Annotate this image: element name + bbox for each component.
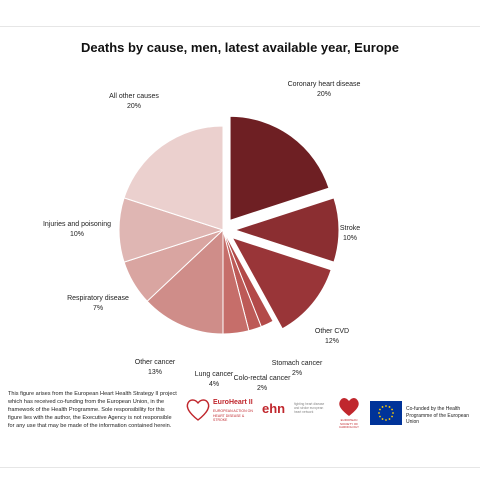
pie-slice-all-other-causes bbox=[123, 125, 224, 231]
slice-percent-label: 20% bbox=[127, 103, 141, 110]
eu-star bbox=[391, 415, 393, 418]
slice-label: Stroke bbox=[340, 225, 360, 232]
esc-heart-icon bbox=[339, 398, 359, 416]
slice-percent-label: 2% bbox=[292, 370, 302, 377]
esc-logo: EUROPEAN SOCIETY OF CARDIOLOGY bbox=[334, 395, 364, 439]
pie-slice-coronary-heart-disease bbox=[229, 115, 330, 221]
esc-name: EUROPEAN SOCIETY OF CARDIOLOGY bbox=[338, 418, 359, 430]
eu-star bbox=[379, 408, 381, 411]
eu-star bbox=[388, 406, 391, 408]
slice-label: Respiratory disease bbox=[67, 295, 129, 302]
slice-label: Other CVD bbox=[315, 328, 349, 335]
heart-icon bbox=[186, 399, 210, 421]
eu-star bbox=[391, 408, 393, 411]
eu-star bbox=[379, 415, 381, 418]
slice-percent-label: 12% bbox=[325, 338, 339, 345]
footnote: This figure arises from the European Hea… bbox=[8, 391, 177, 430]
slice-percent-label: 20% bbox=[317, 91, 331, 98]
eu-star bbox=[381, 418, 384, 420]
slice-percent-label: 7% bbox=[93, 305, 103, 312]
eu-cofunded-text: Co-funded by the Health Programme of the… bbox=[406, 406, 470, 425]
slice-label: Colo-rectal cancer bbox=[234, 375, 291, 382]
chart-title: Deaths by cause, men, latest available y… bbox=[81, 40, 399, 55]
slice-percent-label: 10% bbox=[70, 231, 84, 238]
eu-star bbox=[385, 419, 387, 421]
euroheart-name: EuroHeart II bbox=[213, 399, 253, 406]
slice-label: Injuries and poisoning bbox=[43, 221, 111, 228]
pie-labels: Coronary heart disease 20% Stroke 10% Other … bbox=[43, 81, 361, 392]
slice-percent-label: 13% bbox=[148, 369, 162, 376]
eu-flag-icon bbox=[370, 401, 402, 425]
slice-percent-label: 10% bbox=[343, 235, 357, 242]
eu-star bbox=[388, 418, 391, 420]
eu-star bbox=[392, 412, 394, 414]
slice-percent-label: 2% bbox=[257, 385, 267, 392]
slice-percent-label: 4% bbox=[209, 381, 219, 388]
eu-star bbox=[378, 412, 380, 414]
pie-slice-stroke bbox=[233, 197, 340, 263]
slice-label: Other cancer bbox=[135, 359, 176, 366]
slice-label: Coronary heart disease bbox=[288, 81, 361, 88]
pie-slice-other-cvd bbox=[231, 236, 332, 330]
eu-logo: Co-funded by the Health Programme of the… bbox=[370, 395, 480, 439]
euroheart-subtitle: EUROPEAN ACTION ON HEART DISEASE & STROK… bbox=[213, 409, 253, 423]
slice-label: Lung cancer bbox=[195, 371, 234, 378]
ehn-name: ehn bbox=[262, 401, 286, 416]
pie-slices bbox=[118, 115, 340, 335]
slice-label: Stomach cancer bbox=[272, 360, 323, 367]
pie-slice-other-cancer bbox=[146, 228, 224, 335]
slice-label: All other causes bbox=[109, 93, 159, 100]
ehn-logo: ehn fighting heart disease and stroke eu… bbox=[262, 395, 332, 439]
eu-star bbox=[381, 406, 384, 408]
ehn-subtitle: fighting heart disease and stroke europe… bbox=[294, 402, 325, 415]
eu-star bbox=[385, 405, 387, 407]
euroheart-logo: EuroHeart II EUROPEAN ACTION ON HEART DI… bbox=[184, 395, 254, 439]
